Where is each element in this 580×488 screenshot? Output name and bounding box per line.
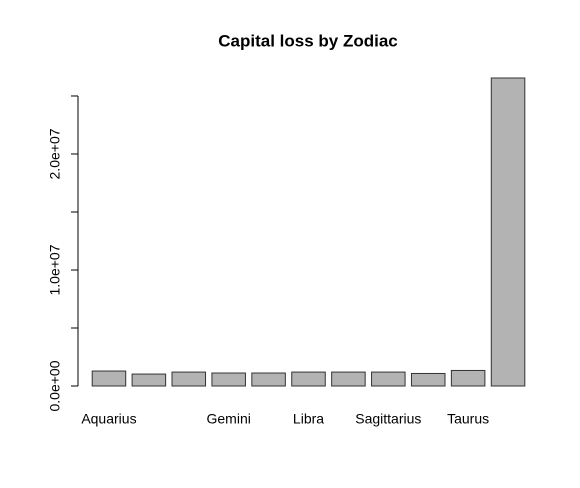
bar <box>450 369 486 387</box>
bar <box>131 373 167 387</box>
chart-title: Capital loss by Zodiac <box>218 31 398 50</box>
bar <box>490 77 526 387</box>
y-tick-label: 0.0e+00 <box>47 360 63 411</box>
bar <box>331 371 366 387</box>
x-tick-label: Libra <box>293 411 324 427</box>
bar <box>410 372 446 387</box>
bar <box>171 371 207 387</box>
y-tick-label: 1.0e+07 <box>47 244 63 295</box>
x-tick-label: Aquarius <box>81 411 136 427</box>
bar <box>211 372 246 387</box>
y-tick-label: 2.0e+07 <box>47 128 63 179</box>
x-tick-label: Gemini <box>207 411 251 427</box>
bar <box>371 371 406 387</box>
bar <box>251 372 286 387</box>
bar <box>291 371 326 387</box>
x-tick-label: Sagittarius <box>355 411 421 427</box>
x-tick-label: Taurus <box>447 411 489 427</box>
bar <box>91 370 127 387</box>
